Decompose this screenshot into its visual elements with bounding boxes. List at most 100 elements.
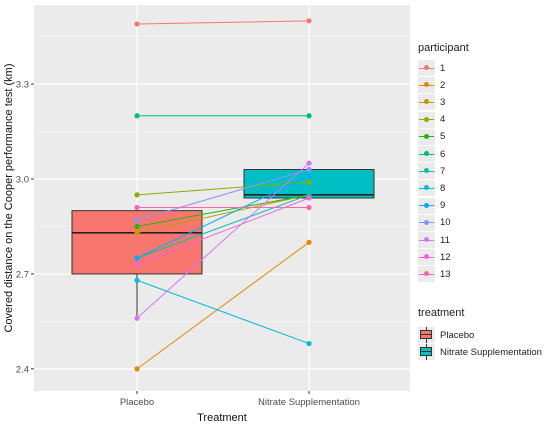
placebo-point [134,255,140,261]
participant-4 [134,179,312,198]
placebo-point [134,204,140,211]
legend-item-treatment-placebo: Placebo [418,327,474,343]
placebo-point [134,223,140,230]
participant-11 [134,160,312,321]
participant-10 [134,166,312,223]
nitrate-point [306,113,312,119]
nitrate-point [306,18,312,24]
participant-line [136,279,310,345]
participant-line [136,197,310,265]
nitrate-point [306,204,312,211]
legend-label: 5 [440,131,446,143]
nitrate-point [306,166,312,173]
y-tick-label: 2.7 [16,269,29,280]
legend-key [418,180,435,197]
nitrate-point [306,195,312,201]
placebo-point [134,315,140,321]
legend-label: 6 [440,148,446,160]
legend-item-participant-1: 1 [418,60,445,76]
legend-label: 3 [440,96,446,108]
y-axis-label: Covered distance on the Cooper performan… [3,63,15,332]
x-tick-label: Nitrate Supplementation [258,397,360,408]
legend-key [418,266,435,283]
participant-legend-title: participant [418,42,469,54]
nitrate-point [306,173,312,179]
legend-key [418,128,435,145]
legend-label: 1 [440,62,446,74]
legend-label: Nitrate Supplementation [440,346,542,358]
y-tick-labels: 2.4 2.7 3.0 3.3 [16,80,34,375]
participant-line [136,194,310,234]
legend-key [418,60,435,76]
legend-item-participant-6: 6 [418,146,445,162]
placebo-point [134,366,140,372]
legend-key [418,327,435,343]
participant-line [136,194,310,259]
legend-label: Placebo [440,329,475,341]
legend-item-participant-4: 4 [418,111,446,128]
participant-lines [134,18,312,372]
placebo-point [134,277,140,283]
y-tick-label: 2.4 [16,364,29,375]
nitrate-point [306,340,312,347]
y-tick-label: 3.3 [16,80,29,91]
x-tick-labels: Placebo Nitrate Supplementation [120,391,360,408]
legend-label: 4 [440,114,446,126]
treatment-legend-title: treatment [418,307,465,319]
legend-item-participant-13: 13 [418,266,451,283]
nitrate-point [306,239,312,245]
legend-item-treatment-nitrate-supplementation: Nitrate Supplementation [418,344,542,360]
participant-line [136,241,310,370]
legend-label: 12 [440,251,451,263]
participant-12 [134,195,312,268]
placebo-point [134,21,140,27]
participant-2 [134,239,312,372]
legend-label: 13 [440,268,451,280]
legend-label: 10 [440,217,451,229]
legend-label: 11 [440,234,450,246]
nitrate-point [306,160,312,166]
participant-13 [134,204,312,211]
legend-key [418,94,435,111]
participant-line [136,194,310,227]
x-axis-label: Treatment [197,412,247,424]
participant-legend: participant 1 2 3 4 5 6 7 8 9 10 11 12 13 [418,42,469,283]
legend-label: 2 [440,79,446,91]
participant-line [136,181,310,196]
x-tick-label: Placebo [120,397,154,408]
legend-label: 9 [440,200,446,212]
participant-8 [134,277,312,347]
placebo-point [134,261,140,268]
legend-key [418,111,435,128]
participant-line [136,169,310,221]
legend-key [418,146,435,162]
legend-key [418,197,435,214]
legend-key [418,214,435,231]
legend-label: 7 [440,165,446,177]
legend-key [418,249,435,266]
participant-6 [134,113,312,119]
legend-key [418,232,435,248]
placebo-point [134,192,140,198]
participant-1 [134,18,312,27]
legend-key [418,344,435,360]
legend-item-participant-9: 9 [418,197,446,214]
legend-item-participant-2: 2 [418,77,446,94]
legend-item-participant-7: 7 [418,163,446,180]
legend-item-participant-10: 10 [418,214,451,231]
y-tick-label: 3.0 [16,175,29,186]
nitrate-point [306,179,312,185]
legend-item-participant-11: 11 [418,232,450,248]
placebo-point [134,113,140,119]
legend-item-participant-5: 5 [418,128,446,145]
legend-item-participant-8: 8 [418,180,446,197]
legend-key [418,163,435,180]
placebo-point [134,230,140,236]
legend-item-participant-3: 3 [418,94,446,111]
treatment-legend: treatment Placebo Nitrate Supplementation [418,307,542,360]
legend-label: 8 [440,182,446,194]
placebo-point [134,217,140,223]
participant-line [136,162,310,319]
legend-key [418,77,435,94]
